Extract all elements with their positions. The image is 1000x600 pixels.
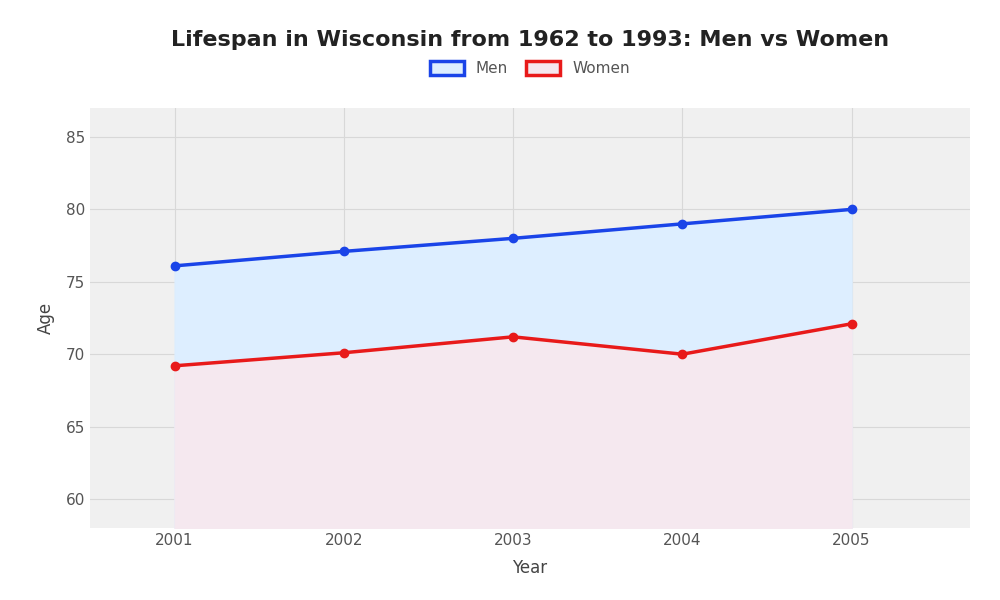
X-axis label: Year: Year [512,559,548,577]
Legend: Men, Women: Men, Women [430,61,630,76]
Title: Lifespan in Wisconsin from 1962 to 1993: Men vs Women: Lifespan in Wisconsin from 1962 to 1993:… [171,29,889,49]
Y-axis label: Age: Age [37,302,55,334]
